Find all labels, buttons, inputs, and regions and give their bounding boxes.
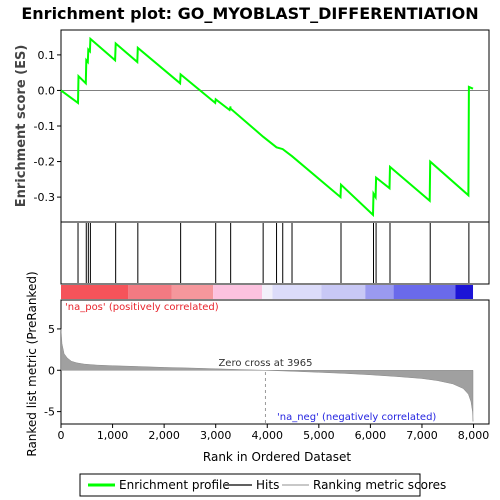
chart-title: Enrichment plot: GO_MYOBLAST_DIFFERENTIA…: [21, 4, 478, 23]
xtick-label: 2,000: [148, 429, 180, 442]
colorbar-segment: [272, 285, 322, 299]
es-ytick-label: -0.3: [34, 191, 55, 204]
xtick-label: 7,000: [406, 429, 438, 442]
legend-label: Enrichment profile: [119, 478, 230, 492]
colorbar-segment: [213, 285, 263, 299]
colorbar-segment: [455, 285, 474, 299]
xtick-label: 5,000: [303, 429, 335, 442]
neg-correlated-label: 'na_neg' (negatively correlated): [277, 412, 436, 423]
legend-label: Ranking metric scores: [313, 478, 446, 492]
colorbar-segment: [393, 285, 456, 299]
ranking-axis-label: Ranked list metric (PreRanked): [25, 271, 39, 456]
ranking-metric-area: [60, 328, 474, 422]
zero-cross-label: Zero cross at 3965: [218, 358, 312, 369]
xtick-label: 8,000: [458, 429, 490, 442]
xtick-label: 6,000: [355, 429, 387, 442]
rank-ytick-label: 5: [48, 323, 55, 336]
colorbar-segment: [262, 285, 273, 299]
xtick-label: 0: [58, 429, 65, 442]
colorbar-segment: [128, 285, 172, 299]
rank-ytick-label: 0: [48, 364, 55, 377]
es-panel-frame: [60, 29, 490, 223]
enrichment-profile-line: [60, 36, 474, 218]
colorbar-segment: [61, 285, 129, 299]
xtick-label: 4,000: [252, 429, 284, 442]
es-ytick-label: -0.1: [34, 120, 55, 133]
es-axis-label: Enrichment score (ES): [14, 45, 29, 208]
rank-ytick-label: -5: [44, 406, 55, 419]
pos-correlated-label: 'na_pos' (positively correlated): [65, 302, 219, 313]
xtick-label: 3,000: [200, 429, 232, 442]
colorbar-segment: [171, 285, 214, 299]
x-axis-label: Rank in Ordered Dataset: [203, 450, 351, 464]
es-ytick-label: -0.2: [34, 156, 55, 169]
colorbar-segment: [321, 285, 366, 299]
ranking-panel-frame: [60, 299, 490, 425]
es-ytick-label: 0.1: [38, 49, 56, 62]
hits-panel-frame: [60, 221, 490, 285]
colorbar-segment: [365, 285, 394, 299]
legend-label: Hits: [256, 478, 279, 492]
es-ytick-label: 0.0: [38, 84, 56, 97]
xtick-label: 1,000: [97, 429, 129, 442]
